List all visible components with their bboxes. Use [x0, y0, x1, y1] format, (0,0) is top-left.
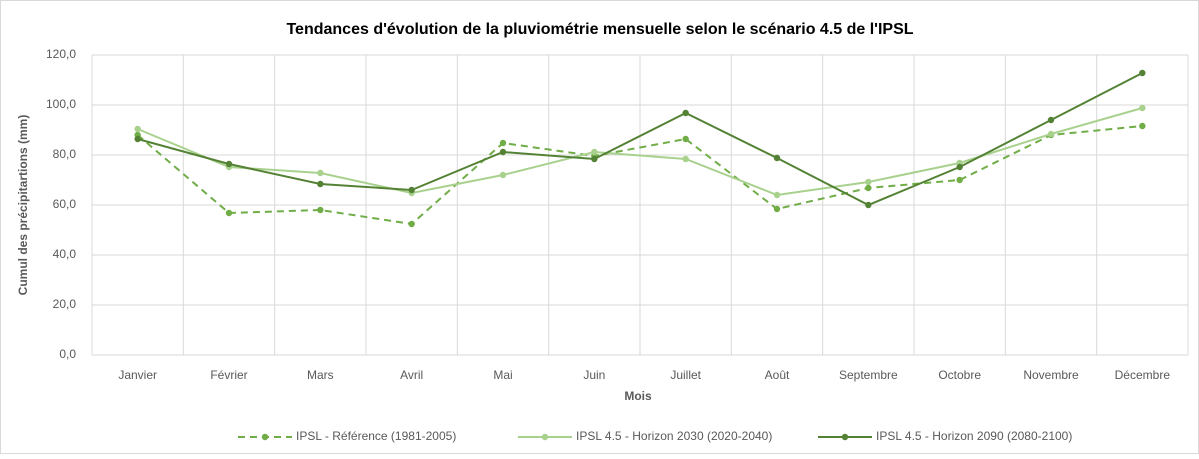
x-tick-label: Mars — [307, 368, 334, 382]
y-tick-label: 0,0 — [59, 347, 76, 361]
y-tick-label: 120,0 — [46, 47, 76, 61]
point — [865, 201, 872, 209]
y-tick-label: 40,0 — [53, 247, 77, 261]
legend-label: IPSL 4.5 - Horizon 2030 (2020-2040) — [576, 429, 772, 443]
point — [1139, 104, 1146, 112]
x-tick-label: Septembre — [839, 368, 898, 382]
x-tick-label: Août — [765, 368, 790, 382]
point — [408, 220, 415, 228]
y-tick-label: 60,0 — [53, 197, 77, 211]
point — [1139, 69, 1146, 77]
x-tick-label: Juin — [583, 368, 605, 382]
point — [225, 209, 233, 217]
legend-label: IPSL 4.5 - Horizon 2090 (2080-2100) — [876, 429, 1072, 443]
legend-marker — [841, 433, 849, 441]
point — [865, 184, 872, 192]
x-tick-label: Novembre — [1023, 368, 1079, 382]
point — [499, 139, 507, 147]
y-tick-label: 20,0 — [53, 297, 77, 311]
point — [225, 160, 233, 168]
point — [682, 155, 689, 163]
x-tick-label: Avril — [400, 368, 423, 382]
legend-marker — [541, 433, 549, 441]
y-axis-label: Cumul des précipitartions (mm) — [16, 115, 30, 296]
point — [591, 148, 598, 156]
point — [1047, 130, 1055, 138]
point — [1139, 122, 1146, 130]
x-tick-label: Mai — [493, 368, 512, 382]
point — [499, 148, 507, 156]
x-tick-label: Décembre — [1115, 368, 1171, 382]
point — [134, 125, 141, 133]
point — [1047, 116, 1055, 124]
point — [773, 154, 781, 162]
point — [134, 135, 141, 143]
point — [499, 171, 507, 179]
x-axis-label: Mois — [624, 389, 652, 403]
legend-marker — [261, 433, 269, 441]
x-tick-label: Octobre — [938, 368, 981, 382]
point — [408, 186, 415, 194]
point — [317, 169, 324, 177]
point — [956, 163, 963, 171]
point — [317, 206, 324, 214]
chart-title: Tendances d'évolution de la pluviométrie… — [286, 21, 913, 38]
point — [682, 109, 689, 117]
series-line — [137, 125, 1143, 226]
y-tick-label: 100,0 — [46, 97, 76, 111]
point — [591, 155, 598, 163]
point — [865, 178, 872, 186]
x-tick-label: Janvier — [118, 368, 157, 382]
legend-label: IPSL - Référence (1981-2005) — [296, 429, 456, 443]
point — [773, 205, 781, 213]
point — [773, 191, 781, 199]
x-tick-label: Juillet — [670, 368, 701, 382]
point — [956, 176, 963, 184]
series-line — [137, 72, 1143, 207]
y-tick-label: 80,0 — [53, 147, 77, 161]
x-tick-label: Février — [210, 368, 247, 382]
point — [682, 135, 689, 143]
point — [317, 180, 324, 188]
